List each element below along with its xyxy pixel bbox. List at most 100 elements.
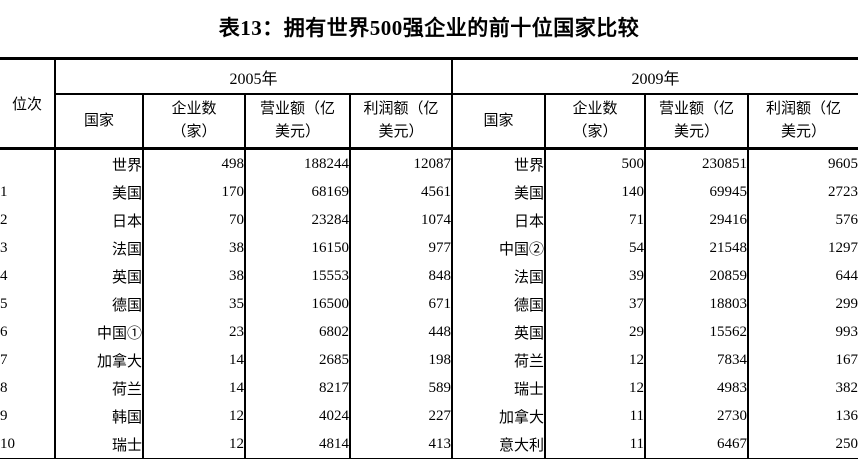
year-2005-header: 2005年 [55, 58, 454, 95]
companies-cell-2009: 12 [545, 346, 647, 374]
country-header-2009-label: 国家 [483, 112, 514, 129]
table-row: 1 美国 170 68169 4561 美国 140 69945 2723 [0, 178, 858, 206]
table-row: 8 荷兰 14 8217 589 瑞士 12 4983 382 [0, 374, 858, 402]
companies-header-2009: 企业数 （家） [545, 94, 647, 150]
table-row: 2 日本 70 23284 1074 日本 71 29416 576 [0, 206, 858, 234]
rank-cell [0, 148, 56, 178]
country-header-2005-label: 国家 [83, 112, 114, 129]
year-header-row: 位次 2005年 2009年 [0, 58, 858, 150]
country-cell-2009: 意大利 [452, 430, 547, 459]
companies-cell-2005: 170 [143, 178, 246, 206]
companies-cell-2009: 54 [545, 234, 647, 262]
companies-header-2005: 企业数 （家） [143, 94, 246, 150]
country-cell-2009: 瑞士 [452, 374, 547, 402]
country-cell-2009: 荷兰 [452, 346, 547, 374]
country-cell-2005: 美国 [55, 178, 144, 206]
rank-cell: 1 [0, 178, 56, 206]
table-row: 5 德国 35 16500 671 德国 37 18803 299 [0, 290, 858, 318]
country-cell-2005: 中国① [55, 318, 144, 346]
country-header-2005: 国家 [55, 94, 144, 150]
companies-cell-2009: 140 [545, 178, 647, 206]
revenue-cell-2009: 18803 [645, 290, 750, 318]
country-cell-2009: 日本 [452, 206, 547, 234]
column-header-row: 国家 企业数 （家） 营业额（亿 美元） 利润额（亿 美元） 国家 企业数 （家） 营业… [0, 94, 858, 150]
revenue-cell-2005: 15553 [245, 262, 351, 290]
country-cell-2005: 日本 [55, 206, 144, 234]
revenue-cell-2009: 4983 [645, 374, 750, 402]
rank-cell: 2 [0, 206, 56, 234]
revenue-cell-2009: 2730 [645, 402, 750, 430]
rank-cell: 6 [0, 318, 56, 346]
country-header-2009: 国家 [452, 94, 547, 150]
profit-cell-2009: 644 [835, 267, 858, 284]
country-cell-2005: 世界 [55, 148, 144, 178]
revenue-cell-2009: 29416 [645, 206, 750, 234]
revenue-cell-2005: 16150 [245, 234, 351, 262]
companies-cell-2009: 37 [545, 290, 647, 318]
companies-cell-2005: 38 [143, 234, 246, 262]
profit-cell-2005: 977 [350, 234, 454, 262]
rank-cell: 4 [0, 262, 56, 290]
profit-cell-2009: 576 [835, 211, 858, 228]
companies-cell-2005: 14 [143, 346, 246, 374]
country-cell-2005: 法国 [55, 234, 144, 262]
profit-cell-2005: 4561 [350, 178, 454, 206]
profit-cell-2005: 589 [350, 374, 454, 402]
table-row: 世界 498 188244 12087 世界 500 230851 9605 [0, 148, 858, 178]
companies-cell-2009: 29 [545, 318, 647, 346]
profit-cell-2009: 299 [835, 295, 858, 312]
country-cell-2005: 德国 [55, 290, 144, 318]
revenue-header-2009: 营业额（亿 美元） [645, 94, 750, 150]
rank-cell: 7 [0, 346, 56, 374]
fortune500-comparison-table: 位次 2005年 2009年 国家 企业数 （家） 营业额（亿 美元） 利润额（亿美… [0, 57, 858, 459]
companies-cell-2009: 12 [545, 374, 647, 402]
country-cell-2009: 德国 [452, 290, 547, 318]
table-body: 世界 498 188244 12087 世界 500 230851 9605 1 美国 170 681… [0, 148, 858, 459]
rank-cell: 10 [0, 430, 56, 459]
revenue-cell-2005: 23284 [245, 206, 351, 234]
companies-cell-2005: 23 [143, 318, 246, 346]
revenue-cell-2005: 4024 [245, 402, 351, 430]
revenue-cell-2005: 16500 [245, 290, 351, 318]
profit-cell-2005: 12087 [350, 148, 454, 178]
companies-cell-2005: 35 [143, 290, 246, 318]
profit-cell-2009: 382 [835, 379, 858, 396]
year-2009-header: 2009年 [452, 58, 858, 95]
profit-cell-2005: 448 [350, 318, 454, 346]
country-cell-2009: 英国 [452, 318, 547, 346]
country-cell-2005: 荷兰 [55, 374, 144, 402]
profit-header-2009: 利润额（亿 美元） [748, 94, 858, 150]
country-cell-2005: 加拿大 [55, 346, 144, 374]
revenue-cell-2005: 188244 [245, 148, 351, 178]
revenue-header-2005: 营业额（亿 美元） [245, 94, 351, 150]
companies-cell-2005: 38 [143, 262, 246, 290]
profit-cell-2005: 413 [350, 430, 454, 459]
profit-cell-2005: 198 [350, 346, 454, 374]
companies-cell-2009: 11 [545, 402, 647, 430]
table-row: 3 法国 38 16150 977 中国② 54 21548 1297 [0, 234, 858, 262]
profit-cell-2009: 167 [835, 351, 858, 368]
table-row: 4 英国 38 15553 848 法国 39 20859 644 [0, 262, 858, 290]
profit-cell-2005: 227 [350, 402, 454, 430]
revenue-cell-2009: 69945 [645, 178, 750, 206]
profit-cell-2009: 136 [835, 407, 858, 424]
profit-cell-2005: 1074 [350, 206, 454, 234]
revenue-cell-2005: 8217 [245, 374, 351, 402]
companies-cell-2009: 500 [545, 148, 647, 178]
revenue-cell-2009: 21548 [645, 234, 750, 262]
rank-cell: 5 [0, 290, 56, 318]
country-cell-2005: 韩国 [55, 402, 144, 430]
revenue-cell-2005: 4814 [245, 430, 351, 459]
companies-cell-2009: 39 [545, 262, 647, 290]
profit-cell-2009: 2723 [828, 183, 858, 200]
revenue-cell-2009: 20859 [645, 262, 750, 290]
rank-cell: 9 [0, 402, 56, 430]
profit-cell-2009: 250 [835, 435, 858, 452]
profit-cell-2005: 671 [350, 290, 454, 318]
table-row: 9 韩国 12 4024 227 加拿大 11 2730 136 [0, 402, 858, 430]
companies-cell-2005: 498 [143, 148, 246, 178]
profit-cell-2009: 9605 [828, 155, 858, 172]
revenue-cell-2009: 6467 [645, 430, 750, 459]
country-cell-2005: 瑞士 [55, 430, 144, 459]
